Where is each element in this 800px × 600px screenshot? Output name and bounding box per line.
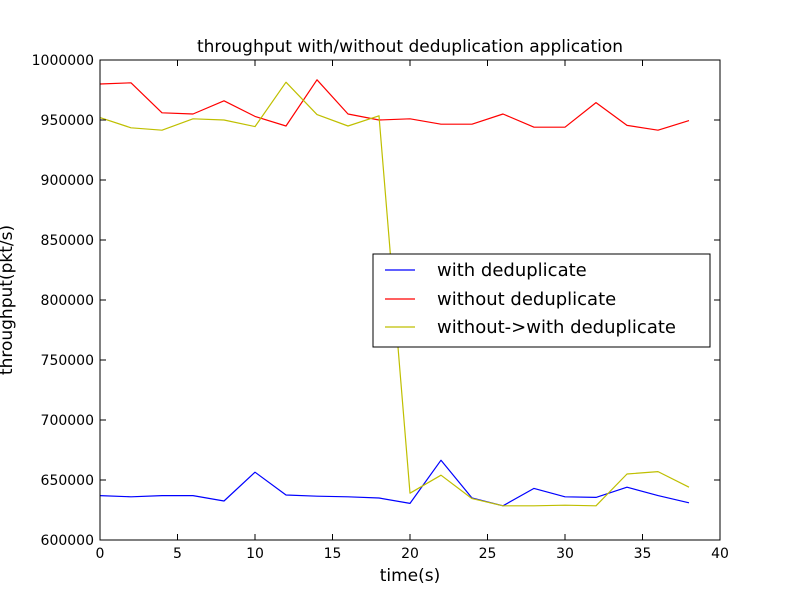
legend-label-with-deduplicate: with deduplicate: [437, 260, 587, 281]
series-line-with-deduplicate: [99, 459, 690, 507]
x-tick-label: 0: [96, 546, 105, 562]
y-tick-label: 950000: [41, 113, 94, 129]
y-tick-label: 800000: [41, 293, 94, 309]
y-tick-label: 850000: [41, 233, 94, 249]
legend-label-without-deduplicate: without deduplicate: [437, 289, 616, 310]
x-tick-label: 25: [479, 546, 497, 562]
y-tick-label: 600000: [41, 533, 94, 549]
y-tick-label: 900000: [41, 173, 94, 189]
x-tick-label: 20: [401, 546, 419, 562]
x-tick-label: 10: [246, 546, 264, 562]
x-tick-label: 30: [556, 546, 574, 562]
y-tick-label: 700000: [41, 413, 94, 429]
x-axis-label: time(s): [380, 566, 441, 586]
x-tick-label: 40: [711, 546, 729, 562]
legend-label-without-with-deduplicate: without->with deduplicate: [437, 317, 676, 338]
x-tick-label: 15: [324, 546, 342, 562]
x-tick-label: 35: [634, 546, 652, 562]
legend-box: [372, 253, 711, 348]
y-tick-label: 750000: [41, 353, 94, 369]
y-tick-label: 1000000: [32, 53, 94, 69]
tick-layer: 0 5 10 15 20 25 30 35 40 600000 650000 700000 750000…: [32, 53, 729, 562]
legend: with deduplicate without deduplicate wit…: [372, 253, 711, 348]
x-tick-label: 5: [173, 546, 182, 562]
y-axis-label: throughput(pkt/s): [0, 225, 17, 375]
chart-title: throughput with/without deduplication ap…: [197, 37, 623, 57]
series-line-without-deduplicate: [99, 79, 690, 131]
y-tick-label: 650000: [41, 473, 94, 489]
